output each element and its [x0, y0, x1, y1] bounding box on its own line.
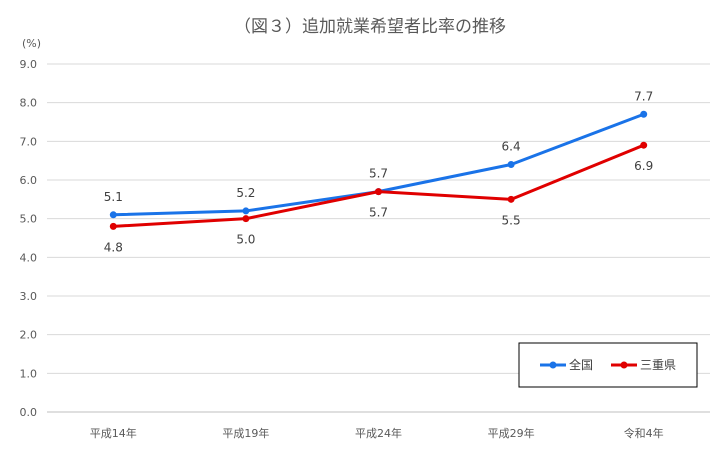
- legend: 全国 三重県: [518, 342, 698, 388]
- x-tick-label: 平成14年: [90, 426, 137, 440]
- legend-label: 全国: [569, 357, 593, 372]
- data-point: [507, 195, 515, 203]
- data-label: 5.1: [104, 190, 123, 204]
- y-tick-label: 0.0: [20, 406, 38, 419]
- legend-swatch-marker: [549, 361, 557, 369]
- x-tick-label: 平成29年: [488, 426, 535, 440]
- legend-item: 全国: [540, 357, 593, 372]
- data-point: [640, 110, 648, 118]
- data-label: 7.7: [634, 89, 653, 103]
- x-tick-label: 平成24年: [355, 426, 402, 440]
- data-point: [640, 141, 648, 149]
- y-tick-label: 4.0: [20, 251, 38, 264]
- y-tick-label: 8.0: [20, 97, 38, 110]
- y-tick-label: 5.0: [20, 213, 38, 226]
- y-axis-ticks: 0.0 1.0 2.0 3.0 4.0 5.0 6.0 7.0 8.0 9.0: [20, 58, 38, 419]
- data-point: [109, 222, 117, 230]
- legend-item: 三重県: [611, 358, 676, 372]
- data-point: [242, 215, 250, 223]
- data-label: 5.5: [502, 213, 521, 227]
- series-2: [109, 141, 648, 230]
- y-tick-label: 9.0: [20, 58, 38, 71]
- series-line: [113, 112, 645, 217]
- data-label: 4.8: [104, 240, 123, 254]
- data-label: 6.4: [502, 140, 521, 154]
- data-label: 5.0: [236, 233, 255, 247]
- data-label: 5.7: [369, 167, 388, 181]
- legend-swatch-marker: [620, 361, 628, 369]
- y-axis-unit: (%): [22, 37, 41, 50]
- y-tick-label: 2.0: [20, 329, 38, 342]
- data-labels: 5.1 5.2 5.7 6.4 7.7 4.8 5.0 5.7 5.5 6.9: [104, 89, 653, 254]
- series-1: [109, 110, 648, 219]
- x-axis-ticks: 平成14年 平成19年 平成24年 平成29年 令和4年: [90, 426, 664, 440]
- y-tick-label: 3.0: [20, 290, 38, 303]
- series-layer: [109, 110, 648, 230]
- data-point: [242, 207, 250, 215]
- gridlines: [47, 63, 710, 413]
- y-tick-label: 6.0: [20, 174, 38, 187]
- chart-title: （図３）追加就業希望者比率の推移: [234, 17, 506, 37]
- x-tick-label: 平成19年: [222, 426, 269, 440]
- data-label: 5.7: [369, 206, 388, 220]
- y-tick-label: 1.0: [20, 367, 38, 380]
- x-tick-label: 令和4年: [624, 426, 664, 440]
- data-label: 6.9: [634, 159, 653, 173]
- y-tick-label: 7.0: [20, 135, 38, 148]
- data-label: 5.2: [236, 186, 255, 200]
- data-point: [375, 188, 382, 196]
- legend-label: 三重県: [640, 358, 676, 372]
- data-point: [507, 161, 515, 169]
- data-point: [109, 211, 117, 219]
